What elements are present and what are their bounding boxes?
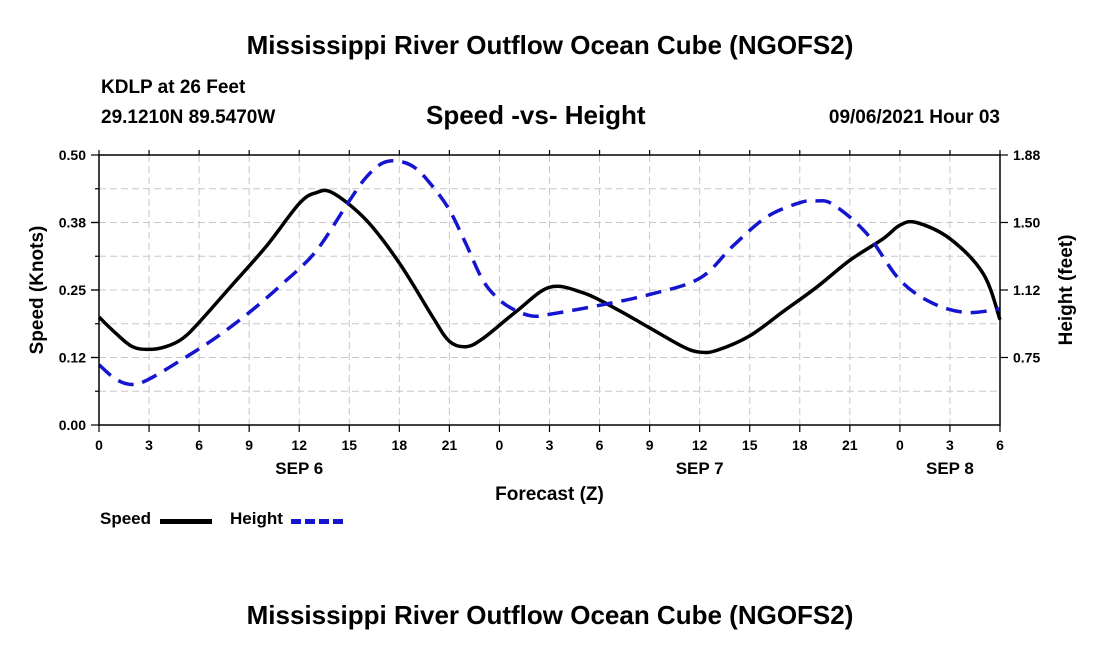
x-tick-label: 9 bbox=[245, 437, 253, 453]
y-left-tick-label: 0.25 bbox=[59, 282, 86, 298]
x-tick-label: 6 bbox=[996, 437, 1004, 453]
x-axis-title: Forecast (Z) bbox=[495, 484, 604, 505]
legend-speed-label: Speed bbox=[100, 509, 152, 528]
x-tick-label: 21 bbox=[442, 437, 458, 453]
legend-speed-swatch bbox=[160, 519, 212, 524]
y-right-tick-label: 1.50 bbox=[1013, 215, 1040, 231]
y-right-tick-label: 1.12 bbox=[1013, 282, 1040, 298]
y-right-tick-label: 1.88 bbox=[1013, 147, 1040, 163]
x-tick-label: 0 bbox=[95, 437, 103, 453]
y-left-tick-label: 0.00 bbox=[59, 417, 86, 433]
x-tick-label: 0 bbox=[896, 437, 904, 453]
day-label: SEP 7 bbox=[676, 459, 724, 478]
x-tick-label: 12 bbox=[291, 437, 307, 453]
x-tick-label: 3 bbox=[946, 437, 954, 453]
y-axis-right-title: Height (feet) bbox=[1056, 235, 1077, 346]
station-coordinates: 29.1210N 89.5470W bbox=[101, 107, 276, 128]
series-lines bbox=[97, 159, 1002, 387]
x-tick-label: 0 bbox=[496, 437, 504, 453]
x-tick-label: 12 bbox=[692, 437, 708, 453]
legend-height-swatch bbox=[291, 519, 343, 524]
day-label: SEP 6 bbox=[275, 459, 323, 478]
series-line-height bbox=[97, 159, 1001, 387]
x-tick-label: 15 bbox=[742, 437, 758, 453]
x-tick-label: 3 bbox=[145, 437, 153, 453]
x-tick-label: 18 bbox=[392, 437, 408, 453]
y-left-tick-label: 0.50 bbox=[59, 147, 86, 163]
chart-subtitle: Speed -vs- Height bbox=[426, 100, 646, 130]
x-tick-label: 6 bbox=[596, 437, 604, 453]
forecast-datetime: 09/06/2021 Hour 03 bbox=[828, 107, 1000, 128]
grid-lines bbox=[99, 155, 1000, 425]
x-tick-label: 18 bbox=[792, 437, 808, 453]
station-label: KDLP at 26 Feet bbox=[101, 77, 246, 98]
footer-title: Mississippi River Outflow Ocean Cube (NG… bbox=[246, 600, 854, 630]
y-left-tick-label: 0.12 bbox=[59, 350, 86, 366]
x-tick-label: 21 bbox=[842, 437, 858, 453]
x-tick-label: 9 bbox=[646, 437, 654, 453]
y-left-tick-label: 0.38 bbox=[59, 215, 86, 231]
series-line-speed bbox=[97, 188, 1002, 355]
y-axis-left-title: Speed (Knots) bbox=[27, 226, 48, 355]
x-tick-label: 6 bbox=[195, 437, 203, 453]
legend-height-label: Height bbox=[230, 509, 283, 528]
page-title: Mississippi River Outflow Ocean Cube (NG… bbox=[246, 30, 854, 60]
axis-ticks: 0 3 6 9 12 15 18 21 0 3 6 9 12 15 18 21 0 3 6 SEP 6 SEP 7 SEP… bbox=[59, 147, 1041, 478]
y-right-tick-label: 0.75 bbox=[1013, 350, 1040, 366]
x-tick-label: 3 bbox=[546, 437, 554, 453]
x-tick-label: 15 bbox=[341, 437, 357, 453]
day-label: SEP 8 bbox=[926, 459, 974, 478]
